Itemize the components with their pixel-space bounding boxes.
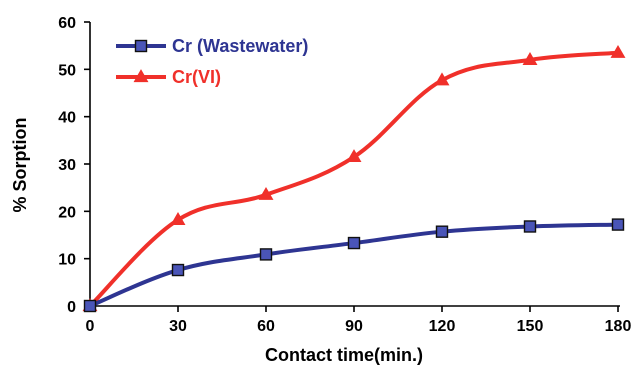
- legend-label: Cr(VI): [172, 67, 221, 87]
- y-tick-label: 60: [58, 15, 76, 32]
- data-point-square: [435, 225, 449, 238]
- y-tick-label: 0: [67, 299, 76, 316]
- legend-item: Cr (Wastewater): [116, 36, 308, 56]
- data-point-triangle: [522, 52, 538, 65]
- data-point-triangle: [434, 72, 450, 86]
- series-line: [88, 50, 619, 308]
- series-1: [82, 44, 626, 312]
- data-point-square: [347, 236, 361, 250]
- x-axis-label: Contact time(min.): [265, 345, 423, 365]
- x-ticks: 0 30 60 90 120 150 180: [86, 306, 632, 335]
- legend-item: Cr(VI): [116, 67, 221, 87]
- series-line: [89, 222, 619, 308]
- y-tick-label: 30: [58, 157, 76, 174]
- data-point-triangle: [610, 44, 626, 58]
- x-tick-label: 30: [169, 318, 187, 335]
- plot-area: 0 10 20 30 40 50 60 0 30 60 90 120 150 180: [58, 15, 631, 335]
- y-axis-label: % Sorption: [10, 118, 30, 213]
- legend-swatch-marker: [133, 69, 149, 83]
- y-ticks: 0 10 20 30 40 50 60: [58, 15, 90, 316]
- x-tick-label: 90: [345, 318, 363, 335]
- x-tick-label: 0: [86, 318, 95, 335]
- x-tick-label: 60: [257, 318, 275, 335]
- data-point-triangle: [170, 212, 186, 225]
- data-point-square: [171, 263, 185, 277]
- x-tick-label: 150: [517, 318, 544, 335]
- legend-swatch-marker: [134, 39, 148, 53]
- legend-label: Cr (Wastewater): [172, 36, 308, 56]
- x-tick-label: 180: [605, 318, 632, 335]
- data-point-triangle: [258, 186, 274, 200]
- data-point-triangle: [346, 149, 362, 163]
- y-tick-label: 20: [58, 204, 76, 221]
- y-tick-label: 50: [58, 62, 76, 79]
- data-point-square: [259, 248, 273, 261]
- data-point-square: [83, 299, 97, 313]
- legend: Cr (Wastewater) Cr(VI): [116, 36, 308, 87]
- series-0: [83, 218, 625, 313]
- data-point-square: [611, 218, 625, 231]
- y-tick-label: 10: [58, 252, 76, 269]
- x-tick-label: 120: [429, 318, 456, 335]
- series-layer: [82, 44, 626, 313]
- y-tick-label: 40: [58, 110, 76, 127]
- data-point-square: [523, 220, 537, 233]
